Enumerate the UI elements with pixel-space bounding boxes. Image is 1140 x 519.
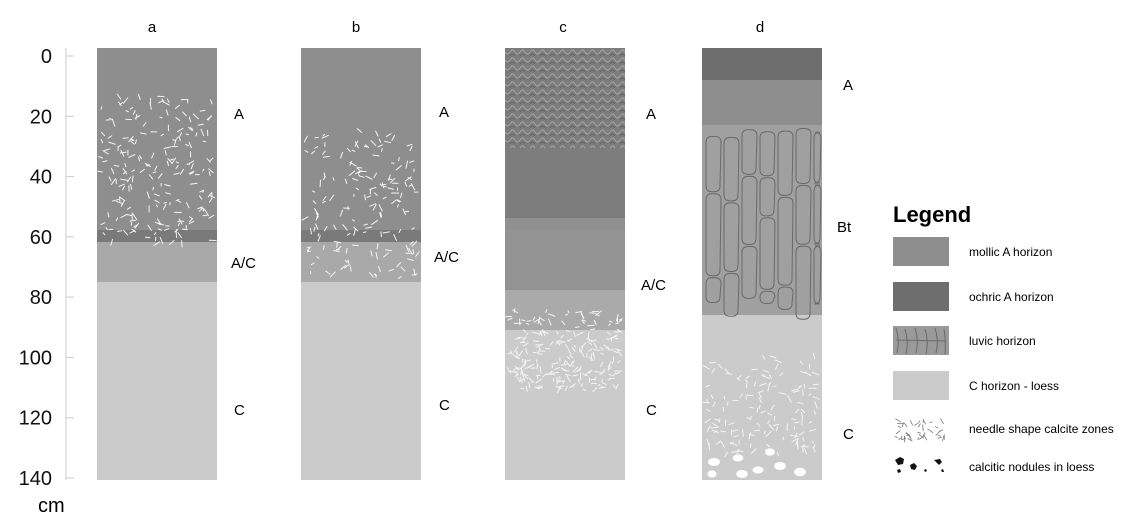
luvic-prism-structure	[705, 127, 822, 320]
legend-label: needle shape calcite zones	[969, 422, 1114, 436]
profile-a: a A A/C C	[97, 19, 256, 480]
horizon-ac-block	[97, 242, 217, 282]
horizon-label: A/C	[231, 255, 256, 272]
horizon-label: A	[439, 104, 449, 121]
legend-swatch-loess	[893, 371, 949, 400]
horizon-label: C	[646, 402, 657, 419]
legend: Legend mollic A horizon ochric A horizon…	[893, 202, 1114, 474]
horizon-label: C	[439, 397, 450, 414]
horizon-ac-block	[505, 230, 625, 290]
needle-calcite-zone	[504, 308, 623, 394]
horizon-label: C	[843, 426, 854, 443]
horizon-a-block	[505, 148, 625, 218]
axis-tick-label: 80	[30, 287, 52, 309]
horizon-c-block	[505, 330, 625, 480]
legend-label: C horizon - loess	[969, 379, 1059, 393]
horizon-c-block	[301, 282, 421, 480]
axis-tick-label: 140	[19, 468, 52, 490]
horizon-c-block	[702, 315, 822, 480]
axis-tick-label: 60	[30, 227, 52, 249]
legend-label: mollic A horizon	[969, 245, 1052, 259]
profile-b: b A A/C C	[301, 19, 459, 480]
horizon-label: Bt	[837, 219, 852, 236]
profile-label: c	[559, 19, 567, 36]
axis-tick-label: 100	[19, 347, 52, 369]
legend-title: Legend	[893, 202, 971, 227]
needle-calcite-zone	[701, 352, 820, 458]
profile-d: d A Bt C	[701, 19, 854, 480]
horizon-boundary	[97, 230, 217, 242]
axis-tick-label: 0	[41, 46, 52, 68]
horizon-boundary	[301, 230, 421, 242]
profile-label: a	[148, 19, 157, 36]
horizon-a-mollic	[702, 80, 822, 125]
axis-tick-label: 120	[19, 408, 52, 430]
axis-tick-label: 40	[30, 167, 52, 189]
legend-label: luvic horizon	[969, 334, 1036, 348]
axis-unit: cm	[38, 495, 65, 517]
calcitic-nodules	[707, 448, 806, 478]
legend-swatch-nodules	[895, 457, 944, 473]
legend-label: ochric A horizon	[969, 290, 1054, 304]
legend-swatch-needles	[894, 418, 945, 443]
horizon-ac-block	[301, 242, 421, 282]
depth-axis: 0 20 40 60 80 100 120 140 cm	[19, 46, 74, 517]
horizon-label: A	[843, 77, 853, 94]
horizon-bt-block	[702, 125, 822, 315]
horizon-a-block	[97, 48, 217, 238]
profile-label: b	[352, 19, 360, 36]
legend-swatch-ochric	[893, 282, 949, 311]
needle-calcite-zone	[97, 93, 217, 248]
horizon-label: A/C	[434, 249, 459, 266]
axis-tick-label: 20	[30, 106, 52, 128]
legend-swatch-luvic	[893, 326, 949, 355]
horizon-boundary	[505, 218, 625, 230]
horizon-label: A/C	[641, 277, 666, 294]
horizon-c-block	[97, 282, 217, 480]
profile-c: c A A/C C	[504, 19, 666, 480]
horizon-label: A	[646, 106, 656, 123]
legend-swatch-mollic	[893, 237, 949, 266]
needle-calcite-zone	[301, 127, 420, 280]
horizon-a-block	[301, 48, 421, 238]
horizon-a-ochric	[702, 48, 822, 80]
horizon-a-textured	[505, 48, 625, 148]
horizon-transition	[505, 290, 625, 330]
profile-label: d	[756, 19, 764, 36]
horizon-label: A	[234, 106, 244, 123]
legend-label: calcitic nodules in loess	[969, 460, 1094, 474]
horizon-label: C	[234, 402, 245, 419]
